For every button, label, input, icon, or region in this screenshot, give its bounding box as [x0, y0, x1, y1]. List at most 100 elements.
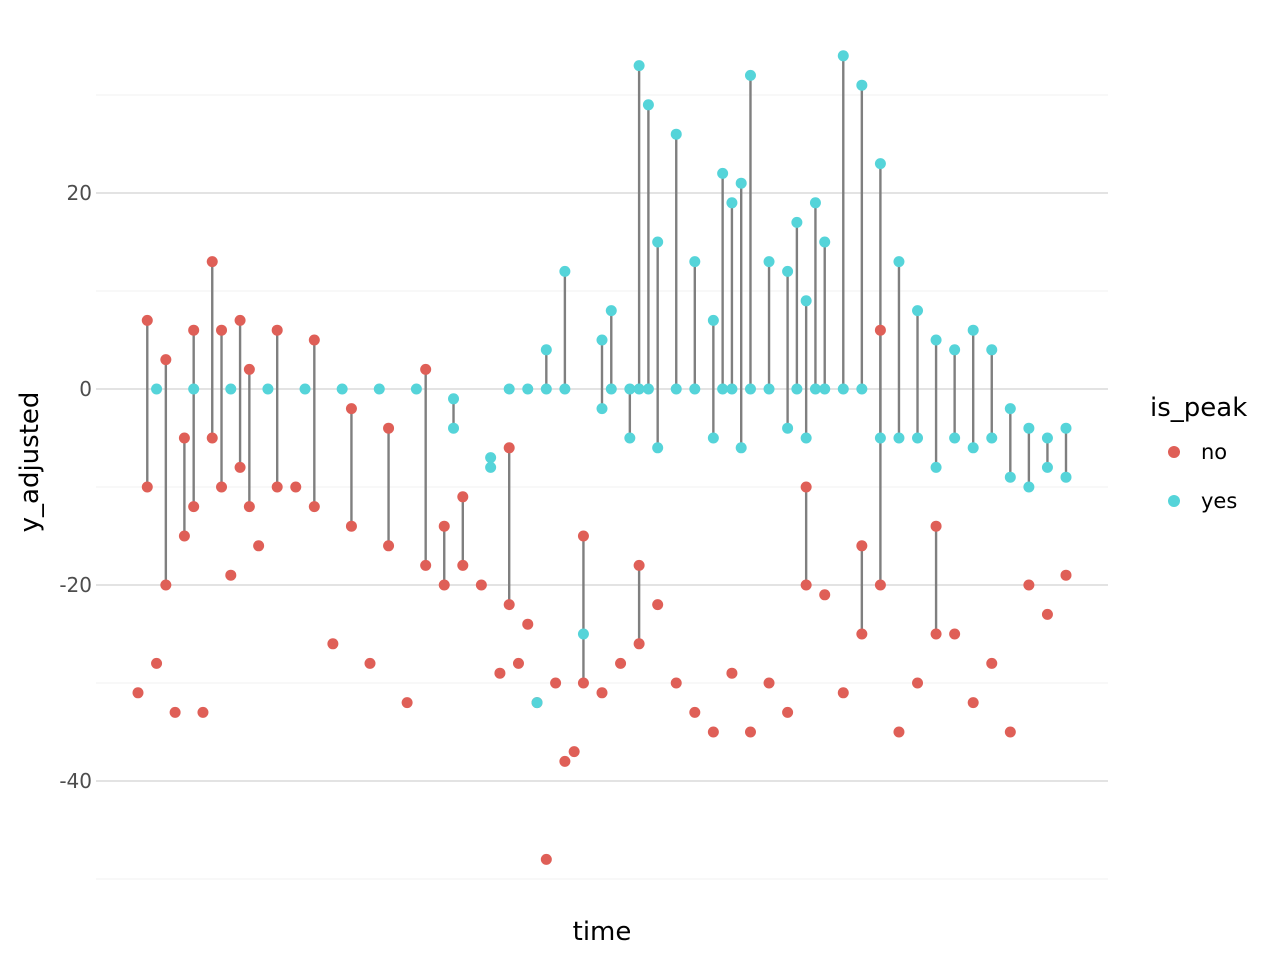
data-point-yes — [624, 383, 636, 395]
data-point-no — [327, 638, 339, 650]
data-point-yes — [800, 295, 812, 307]
data-point-yes — [819, 383, 831, 395]
data-point-yes — [670, 383, 682, 395]
data-stems — [146, 55, 1068, 683]
y-tick-label: -20 — [59, 573, 92, 597]
major-gridlines — [96, 192, 1108, 782]
data-point-yes — [1004, 403, 1016, 415]
data-point-no — [503, 442, 515, 454]
data-point-yes — [522, 383, 534, 395]
data-point-no — [420, 559, 432, 571]
data-point-no — [930, 628, 942, 640]
x-axis-title: time — [573, 917, 632, 947]
data-point-yes — [809, 383, 821, 395]
data-point-no — [1023, 579, 1035, 591]
data-point-yes — [448, 422, 460, 434]
data-point-no — [169, 706, 181, 718]
data-point-yes — [624, 432, 636, 444]
data-point-yes — [559, 383, 571, 395]
data-point-no — [401, 697, 413, 709]
legend-label-no: no — [1201, 440, 1227, 464]
data-point-no — [967, 697, 979, 709]
data-point-yes — [967, 442, 979, 454]
data-point-yes — [299, 383, 311, 395]
data-point-no — [475, 579, 487, 591]
data-point-yes — [151, 383, 163, 395]
data-point-no — [763, 677, 775, 689]
data-point-yes — [856, 79, 868, 91]
data-point-no — [457, 559, 469, 571]
data-point-no — [1060, 569, 1072, 581]
data-point-no — [151, 657, 163, 669]
data-point-yes — [410, 383, 422, 395]
data-point-no — [707, 726, 719, 738]
data-point-yes — [763, 256, 775, 268]
data-point-yes — [717, 167, 729, 179]
data-point-no — [800, 579, 812, 591]
data-point-yes — [485, 461, 497, 473]
data-point-yes — [707, 314, 719, 326]
data-point-no — [271, 481, 283, 493]
data-point-no — [438, 520, 450, 532]
data-point-yes — [633, 60, 645, 72]
data-point-no — [540, 853, 552, 865]
data-point-no — [930, 520, 942, 532]
data-point-yes — [1060, 471, 1072, 483]
data-point-no — [188, 324, 200, 336]
data-point-no — [345, 520, 357, 532]
data-point-no — [383, 422, 395, 434]
data-point-no — [243, 363, 255, 375]
data-point-no — [670, 677, 682, 689]
data-point-no — [457, 491, 469, 503]
data-point-no — [216, 324, 228, 336]
data-point-yes — [540, 383, 552, 395]
data-point-yes — [1060, 422, 1072, 434]
data-point-yes — [448, 393, 460, 405]
data-point-no — [503, 599, 515, 611]
data-point-no — [345, 403, 357, 415]
data-point-yes — [336, 383, 348, 395]
data-point-yes — [503, 383, 515, 395]
data-point-no — [633, 638, 645, 650]
data-point-yes — [735, 177, 747, 189]
minor-gridlines — [96, 94, 1108, 880]
data-point-no — [206, 432, 218, 444]
data-point-yes — [874, 432, 886, 444]
data-point-no — [874, 324, 886, 336]
data-point-no — [874, 579, 886, 591]
data-point-yes — [633, 383, 645, 395]
y-tick-labels: -40 -20 0 20 — [59, 181, 92, 793]
data-point-yes — [642, 99, 654, 111]
data-point-yes — [809, 197, 821, 209]
data-point-yes — [986, 432, 998, 444]
data-point-yes — [874, 158, 886, 170]
data-point-no — [856, 540, 868, 552]
data-point-yes — [986, 344, 998, 356]
data-point-yes — [596, 403, 608, 415]
data-point-no — [577, 530, 589, 542]
data-point-yes — [485, 452, 497, 464]
data-point-no — [837, 687, 849, 699]
data-point-no — [178, 432, 190, 444]
data-point-yes — [782, 422, 794, 434]
data-point-yes — [188, 383, 200, 395]
data-point-yes — [670, 128, 682, 140]
data-point-yes — [763, 383, 775, 395]
data-points — [132, 50, 1072, 865]
data-point-yes — [642, 383, 654, 395]
data-point-yes — [652, 236, 664, 248]
data-point-yes — [605, 305, 617, 317]
data-point-yes — [735, 442, 747, 454]
data-point-yes — [726, 383, 738, 395]
data-point-no — [383, 540, 395, 552]
data-point-yes — [225, 383, 237, 395]
data-point-yes — [605, 383, 617, 395]
data-point-yes — [1004, 471, 1016, 483]
data-point-yes — [1023, 481, 1035, 493]
data-point-no — [271, 324, 283, 336]
legend-label-yes: yes — [1201, 489, 1237, 513]
y-tick-label: -40 — [59, 769, 92, 793]
data-point-yes — [262, 383, 274, 395]
data-point-no — [308, 501, 320, 513]
data-point-no — [819, 589, 831, 601]
